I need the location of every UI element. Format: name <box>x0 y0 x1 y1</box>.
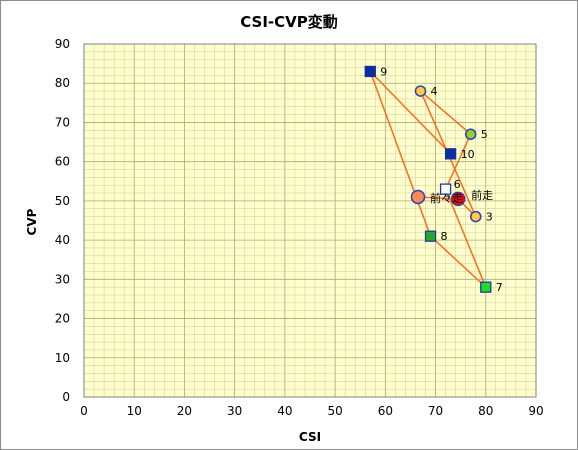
point-marker <box>364 65 376 78</box>
point-marker <box>414 85 427 97</box>
point-label: 6 <box>454 178 461 191</box>
y-tick-label: 40 <box>55 233 70 247</box>
x-tick-label: 30 <box>227 404 242 418</box>
y-tick-label: 20 <box>55 312 70 326</box>
x-tick-label: 10 <box>127 404 142 418</box>
point-marker <box>424 230 437 242</box>
point-labels: 前々走 前走 3 4 5 6 7 8 9 10 <box>380 65 503 294</box>
point-marker <box>469 210 482 223</box>
x-tick-label: 80 <box>478 404 493 418</box>
x-tick-label: 0 <box>80 404 88 418</box>
point-label: 前々走 <box>430 191 463 205</box>
trajectory-polyline <box>369 70 487 288</box>
data-points <box>364 65 492 293</box>
y-tick-label: 30 <box>55 272 70 286</box>
point-label: 3 <box>486 211 493 224</box>
trajectory-lines <box>369 70 487 288</box>
point-marker <box>480 281 492 293</box>
y-tick-label: 10 <box>55 351 70 365</box>
point-marker <box>439 183 452 195</box>
chart-title: CSI-CVP変動 <box>240 13 338 31</box>
point-label: 7 <box>496 281 503 294</box>
y-tick-label: 90 <box>55 37 70 51</box>
plot-area <box>83 43 537 398</box>
point-label: 8 <box>441 230 448 243</box>
x-tick-label: 20 <box>177 404 192 418</box>
point-label: 4 <box>430 85 437 98</box>
y-axis-title: CVP <box>25 208 39 235</box>
point-label: 10 <box>461 148 475 161</box>
point-label: 5 <box>481 128 488 141</box>
y-tick-label: 50 <box>55 194 70 208</box>
x-tick-label: 70 <box>428 404 443 418</box>
point-marker <box>410 189 426 205</box>
point-label: 前走 <box>471 188 493 202</box>
y-tick-label: 80 <box>55 76 70 90</box>
x-axis-title: CSI <box>299 430 321 444</box>
x-tick-label: 40 <box>277 404 292 418</box>
plot-border <box>83 43 537 398</box>
y-tick-label: 70 <box>55 115 70 129</box>
tick-labels: 0 10 20 30 40 50 60 70 80 90 0 10 20 30 40 50 60 70 80 90 <box>55 37 544 418</box>
point-marker <box>464 128 477 140</box>
x-tick-label: 90 <box>528 404 543 418</box>
y-tick-label: 0 <box>62 390 70 404</box>
y-tick-label: 60 <box>55 155 70 169</box>
point-marker <box>450 191 466 207</box>
x-tick-label: 60 <box>378 404 393 418</box>
x-tick-label: 50 <box>327 404 342 418</box>
point-marker <box>444 148 457 160</box>
point-label: 9 <box>380 65 387 78</box>
